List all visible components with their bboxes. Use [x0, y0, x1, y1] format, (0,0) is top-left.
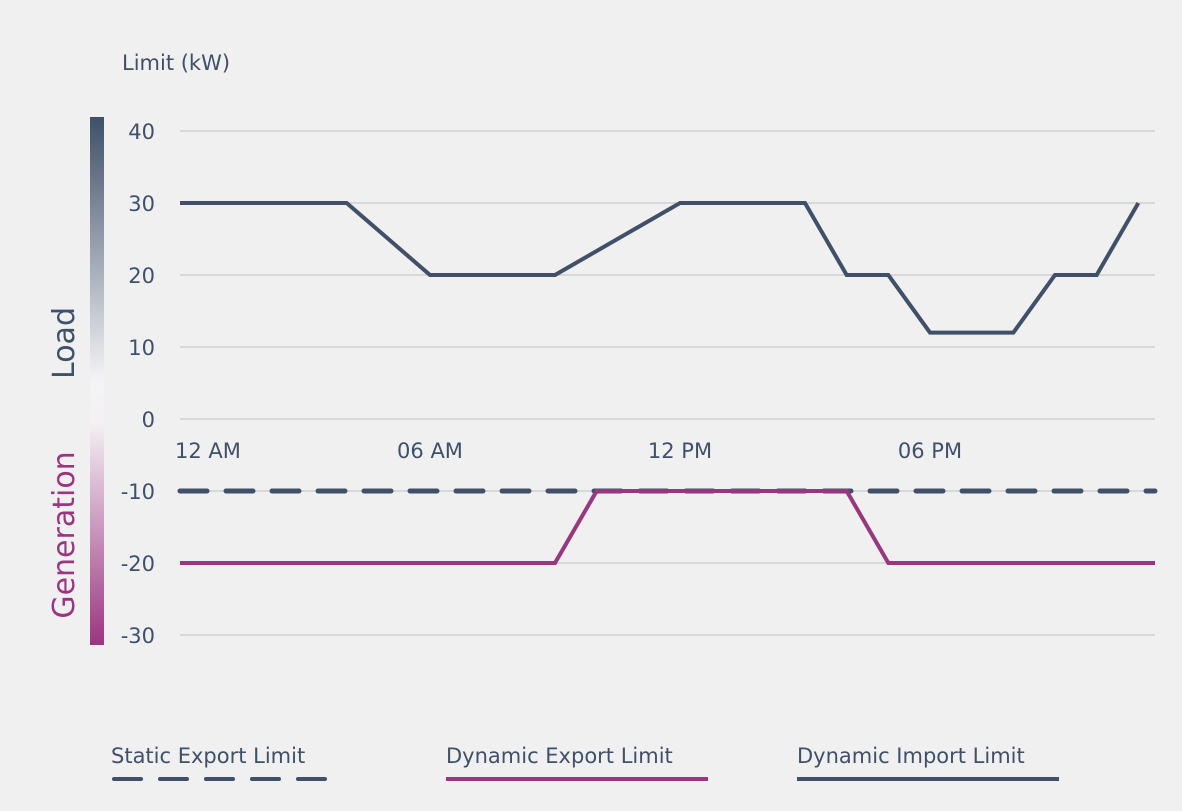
y-tick-label: -30	[121, 624, 155, 648]
y-tick-label: -10	[121, 480, 155, 504]
x-tick-label: 06 PM	[898, 439, 962, 463]
legend-label: Dynamic Import Limit	[797, 744, 1025, 768]
x-tick-label: 12 PM	[648, 439, 712, 463]
y-tick-label: 0	[142, 408, 155, 432]
legend-label: Static Export Limit	[111, 744, 305, 768]
legend-label: Dynamic Export Limit	[446, 744, 673, 768]
x-tick-label: 06 AM	[397, 439, 463, 463]
x-tick-label: 12 AM	[175, 439, 241, 463]
y-axis-title: Limit (kW)	[122, 51, 230, 75]
series-line-dynamic-import-limit	[180, 201, 1141, 335]
y-tick-label: 30	[128, 192, 155, 216]
y-tick-label: 10	[128, 336, 155, 360]
series-line-dynamic-export-limit	[180, 489, 1155, 565]
generation-label: Generation	[47, 451, 82, 618]
load-generation-colorbar	[90, 117, 104, 645]
load-label: Load	[47, 307, 82, 379]
y-tick-label: -20	[121, 552, 155, 576]
y-tick-label: 40	[128, 120, 155, 144]
y-tick-label: 20	[128, 264, 155, 288]
